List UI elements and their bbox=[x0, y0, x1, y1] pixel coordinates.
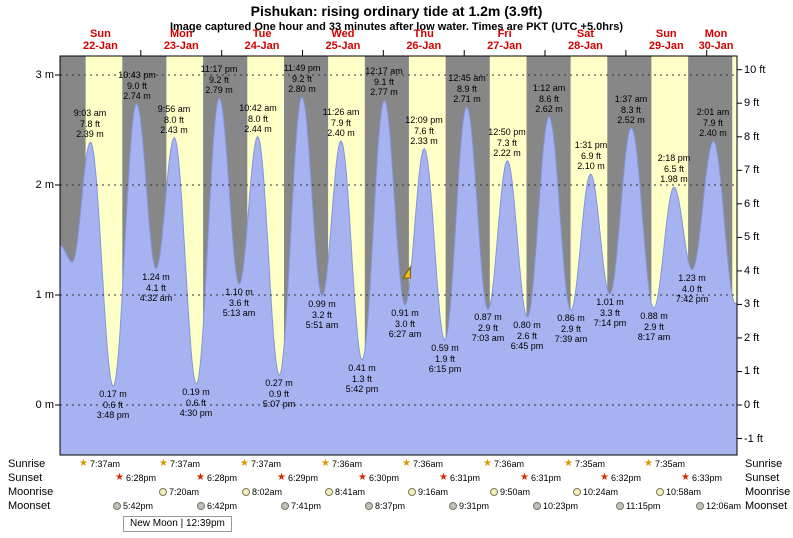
new-moon-note: New Moon | 12:39pm bbox=[123, 516, 232, 532]
chart-title: Pishukan: rising ordinary tide at 1.2m (… bbox=[250, 3, 543, 19]
tide-level-area bbox=[59, 96, 738, 456]
plot-border bbox=[59, 55, 738, 456]
daylight-band bbox=[732, 56, 737, 455]
current-tide-marker bbox=[402, 265, 411, 279]
chart-subtitle: Image captured One hour and 33 minutes a… bbox=[169, 21, 624, 33]
